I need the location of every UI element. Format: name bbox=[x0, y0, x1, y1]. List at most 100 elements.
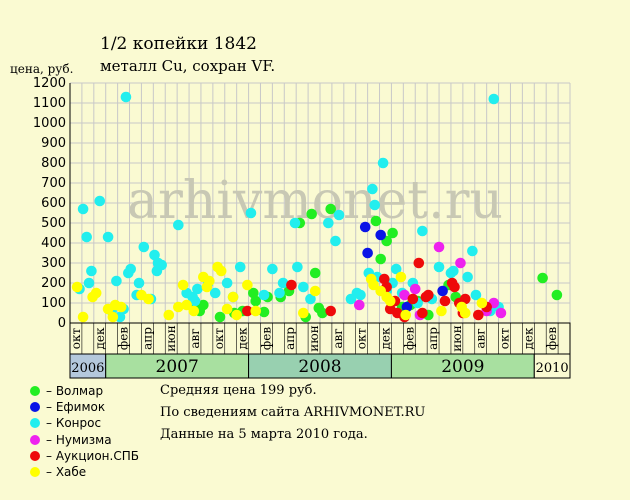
x-tick-label: дек bbox=[93, 327, 107, 349]
data-point bbox=[368, 279, 379, 291]
x-tick-label: окт bbox=[498, 327, 512, 349]
legend: – Волмар – Ефимок – Конрос – Нумизма – А… bbox=[30, 383, 139, 480]
y-tick-label: 300 bbox=[41, 256, 66, 271]
data-point bbox=[138, 241, 150, 253]
legend-label: – Хабе bbox=[46, 465, 87, 480]
data-point bbox=[248, 287, 259, 299]
data-point bbox=[323, 217, 334, 229]
data-point bbox=[298, 307, 309, 319]
data-point bbox=[470, 289, 482, 301]
legend-label: – Волмар bbox=[46, 384, 104, 399]
data-point bbox=[362, 247, 373, 259]
data-point bbox=[459, 293, 471, 305]
x-tick-label: авг bbox=[331, 328, 345, 348]
legend-label: – Нумизма bbox=[46, 432, 112, 447]
x-tick-label: дек bbox=[378, 327, 392, 349]
x-tick-label: авг bbox=[474, 328, 488, 348]
data-point bbox=[111, 275, 122, 287]
data-point bbox=[198, 299, 209, 311]
data-point bbox=[298, 281, 309, 293]
data-point bbox=[476, 297, 488, 309]
data-point bbox=[375, 229, 387, 241]
x-tick-label: июн bbox=[307, 325, 321, 351]
y-tick-label: 0 bbox=[58, 316, 66, 331]
data-point bbox=[192, 283, 203, 295]
data-point bbox=[437, 285, 448, 297]
data-date: Данные на 5 марта 2010 года. bbox=[160, 427, 368, 442]
data-point bbox=[258, 306, 270, 318]
data-point bbox=[433, 261, 445, 273]
data-point bbox=[401, 301, 413, 313]
data-point bbox=[448, 265, 459, 277]
data-points bbox=[71, 91, 563, 323]
data-point bbox=[115, 301, 127, 313]
data-point bbox=[355, 289, 366, 301]
data-point bbox=[395, 271, 407, 283]
legend-label: – Конрос bbox=[46, 416, 102, 431]
data-point bbox=[267, 263, 278, 275]
year-band bbox=[390, 353, 535, 379]
data-point bbox=[433, 241, 445, 253]
year-band bbox=[105, 353, 250, 379]
data-point bbox=[449, 281, 460, 293]
data-point bbox=[81, 231, 92, 243]
legend-label: – Аукцион.СПБ bbox=[46, 448, 139, 463]
average-price: Средняя цена 199 руб. bbox=[160, 383, 317, 398]
legend-item: – Нумизма bbox=[30, 432, 139, 448]
series-Конрос bbox=[74, 91, 504, 323]
data-point bbox=[149, 249, 160, 261]
data-point bbox=[203, 275, 215, 287]
x-tick-label: фев bbox=[117, 327, 131, 350]
data-point bbox=[258, 289, 270, 301]
data-point bbox=[242, 305, 253, 317]
data-point bbox=[387, 227, 398, 239]
legend-item: – Волмар bbox=[30, 383, 139, 399]
data-point bbox=[209, 287, 221, 299]
data-point bbox=[245, 207, 257, 219]
data-point bbox=[417, 307, 428, 319]
y-tick-label: 800 bbox=[41, 156, 66, 171]
data-point bbox=[436, 305, 447, 317]
chart-subtitle: металл Cu, сохран VF. bbox=[100, 57, 276, 75]
series-Ефимок bbox=[359, 221, 448, 313]
y-tick-label: 1200 bbox=[33, 76, 66, 91]
year-band bbox=[533, 353, 571, 379]
legend-item: – Хабе bbox=[30, 464, 139, 480]
legend-marker bbox=[30, 434, 40, 445]
legend-label: – Ефимок bbox=[46, 400, 106, 415]
x-tick-label: апр bbox=[283, 327, 297, 350]
data-point bbox=[369, 199, 381, 211]
data-point bbox=[227, 291, 239, 303]
data-point bbox=[551, 289, 563, 301]
legend-marker bbox=[30, 402, 40, 413]
data-point bbox=[423, 289, 434, 301]
data-point bbox=[309, 285, 321, 297]
data-point bbox=[102, 231, 114, 243]
data-point bbox=[333, 209, 345, 221]
data-source: По сведениям сайта ARHIVMONET.RU bbox=[160, 405, 426, 420]
data-point bbox=[330, 235, 341, 247]
data-point bbox=[215, 265, 227, 277]
x-axis: окт дек фев апр июн авг окт дек фев апр июн авг окт д… bbox=[69, 322, 571, 379]
legend-marker bbox=[30, 418, 40, 429]
data-point bbox=[325, 203, 337, 215]
data-point bbox=[250, 305, 262, 317]
year-label: 2007 bbox=[156, 357, 199, 377]
data-point bbox=[231, 309, 242, 321]
x-tick-label: июн bbox=[164, 325, 178, 351]
data-point bbox=[181, 299, 192, 311]
data-point bbox=[188, 305, 200, 317]
y-tick-label: 700 bbox=[41, 176, 66, 191]
data-point bbox=[221, 277, 233, 289]
data-point bbox=[163, 309, 175, 321]
data-point bbox=[413, 257, 425, 269]
watermark: arhivmonet.ru bbox=[127, 171, 503, 231]
data-point bbox=[317, 307, 328, 319]
y-axis-label: цена, руб. bbox=[10, 62, 74, 76]
data-point bbox=[390, 263, 402, 275]
series-Хабе bbox=[71, 261, 488, 323]
x-tick-label: фев bbox=[259, 327, 273, 350]
data-point bbox=[537, 272, 548, 284]
x-tick-label: фев bbox=[545, 327, 559, 350]
